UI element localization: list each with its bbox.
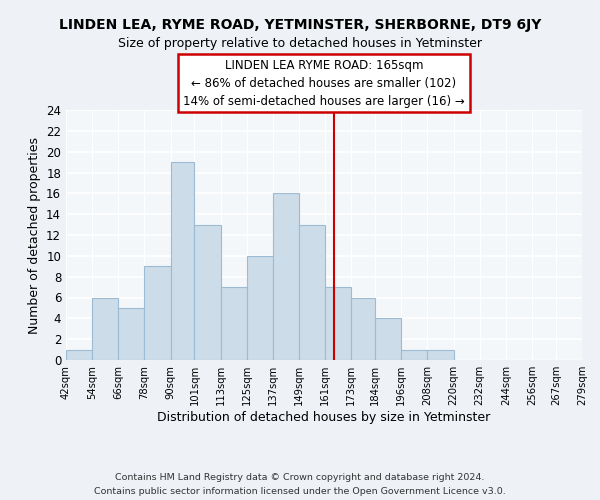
Bar (66, 350, 92, 360)
Bar (221, 287, 247, 360)
Text: Size of property relative to detached houses in Yetminster: Size of property relative to detached ho… (118, 38, 482, 51)
Bar (299, 224, 325, 360)
Bar (325, 287, 351, 360)
Bar (351, 298, 375, 360)
Bar (118, 308, 145, 360)
X-axis label: Distribution of detached houses by size in Yetminster: Distribution of detached houses by size … (157, 411, 491, 424)
Y-axis label: Number of detached properties: Number of detached properties (28, 136, 41, 334)
Text: Contains public sector information licensed under the Open Government Licence v3: Contains public sector information licen… (94, 486, 506, 496)
Bar (170, 162, 194, 360)
Bar (92, 298, 118, 360)
Bar (375, 318, 401, 360)
Bar (427, 350, 454, 360)
Text: LINDEN LEA RYME ROAD: 165sqm
← 86% of detached houses are smaller (102)
14% of s: LINDEN LEA RYME ROAD: 165sqm ← 86% of de… (183, 58, 465, 108)
Bar (273, 194, 299, 360)
Bar (401, 350, 427, 360)
Bar (145, 266, 170, 360)
Text: Contains HM Land Registry data © Crown copyright and database right 2024.: Contains HM Land Registry data © Crown c… (115, 473, 485, 482)
Text: LINDEN LEA, RYME ROAD, YETMINSTER, SHERBORNE, DT9 6JY: LINDEN LEA, RYME ROAD, YETMINSTER, SHERB… (59, 18, 541, 32)
Bar (247, 256, 273, 360)
Bar (194, 224, 221, 360)
